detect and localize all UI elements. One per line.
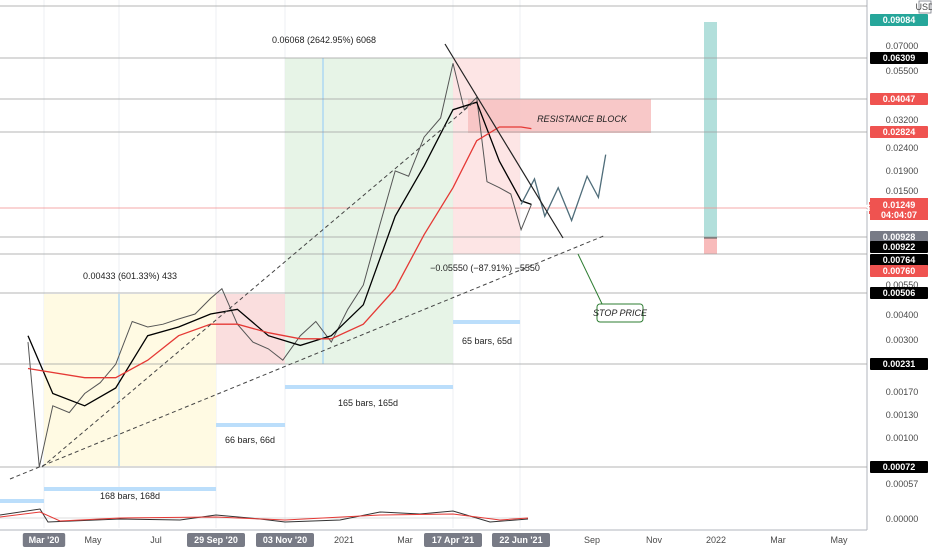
price-tick-label: 0.03200 [886, 115, 919, 125]
price-badge-label: 0.00760 [883, 266, 916, 276]
time-highlight-label: 17 Apr '21 [432, 535, 474, 545]
price-tick-label: 0.00400 [886, 310, 919, 320]
price-tick-label: 0.02400 [886, 143, 919, 153]
price-tick-label: 0.00170 [886, 387, 919, 397]
measure-label-3: 0.06068 (2642.95%) 6068 [272, 35, 376, 45]
rising-trendline [41, 101, 475, 468]
measure-bar-2 [216, 423, 285, 427]
price-badge [870, 254, 928, 266]
price-badge [870, 14, 928, 26]
measure-bars-2: 66 bars, 66d [225, 435, 275, 445]
measure-zone-4 [453, 58, 520, 254]
time-tick-label: Sep [584, 535, 600, 545]
measure-label-4: −0.05550 (−87.91%) −5550 [430, 263, 540, 273]
price-badge [870, 52, 928, 64]
currency-badge [918, 0, 932, 14]
price-badge-label: 0.00764 [883, 255, 916, 265]
price-badge-label: 0.02824 [883, 127, 916, 137]
measure-bar-3 [285, 385, 453, 389]
measure-label-1: 0.00433 (601.33%) 433 [83, 271, 177, 281]
indicator-signal-line [0, 511, 529, 522]
time-highlight-label: 22 Jun '21 [499, 535, 542, 545]
price-tick-label: 0.00000 [886, 514, 919, 524]
time-highlight-label: Mar '20 [29, 535, 60, 545]
time-tick-label: May [84, 535, 102, 545]
measure-zone-3 [285, 58, 453, 364]
series-line-1 [27, 101, 532, 407]
price-badge-label: 0.00922 [883, 242, 916, 252]
measure-bar-1 [44, 487, 216, 491]
price-badge [870, 265, 928, 277]
price-tick-label: 0.01500 [886, 186, 919, 196]
time-highlight-badge [22, 533, 66, 547]
price-badge [870, 93, 928, 105]
price-badge-label: 0.00928 [883, 232, 916, 242]
time-highlight-label: 29 Sep '20 [194, 535, 238, 545]
position-profit-zone [704, 22, 717, 238]
measure-bar-4 [453, 320, 520, 324]
measure-bars-3: 165 bars, 165d [338, 398, 398, 408]
price-tick-label: 0.01900 [886, 166, 919, 176]
measure-bar-0 [0, 499, 44, 503]
stop-price-label: STOP PRICE [593, 308, 648, 318]
series-line-0 [27, 63, 532, 468]
descending-trendline [444, 43, 564, 239]
countdown-label: 04:04:07 [881, 210, 917, 220]
time-highlight-label: 03 Nov '20 [263, 535, 307, 545]
price-badge [870, 126, 928, 138]
price-badge-label: 0.09084 [883, 15, 916, 25]
price-tick-label: 0.00550 [886, 280, 919, 290]
measure-bars-1: 168 bars, 168d [100, 491, 160, 501]
price-badge [870, 231, 928, 243]
price-tick-label: 0.00100 [886, 433, 919, 443]
price-tick-label: 0.00057 [886, 479, 919, 489]
price-badge-label: 0.06309 [883, 53, 916, 63]
price-badge [870, 358, 928, 370]
time-tick-label: 2022 [706, 535, 726, 545]
position-loss-zone [704, 238, 717, 254]
price-badge [870, 287, 928, 299]
time-tick-label: Mar [770, 535, 786, 545]
current-price-label: 0.01249 [883, 200, 916, 210]
stop-price-box [596, 303, 644, 323]
time-highlight-badge [492, 533, 550, 547]
time-highlight-badge [424, 533, 482, 547]
price-badge-label: 0.00072 [883, 462, 916, 472]
price-tick-label: 0.07000 [886, 41, 919, 51]
time-tick-label: Mar [397, 535, 413, 545]
time-tick-label: Nov [646, 535, 663, 545]
price-tick-label: 0.00300 [886, 335, 919, 345]
time-tick-label: May [830, 535, 848, 545]
current-price-badge [870, 198, 928, 220]
measure-zone-1 [44, 294, 216, 466]
time-highlight-badge [256, 533, 314, 547]
series-line-2 [27, 126, 532, 379]
price-badge [870, 241, 928, 253]
price-badge-label: 0.04047 [883, 94, 916, 104]
measure-bars-4: 65 bars, 65d [462, 336, 512, 346]
resistance-block-label: RESISTANCE BLOCK [537, 114, 628, 124]
stop-price-pointer [577, 253, 605, 309]
price-badge-label: 0.00231 [883, 359, 916, 369]
currency-label: USD [915, 2, 932, 12]
series-line-3 [520, 154, 607, 223]
time-tick-label: Jul [150, 535, 162, 545]
time-highlight-badge [187, 533, 245, 547]
support-trendline [9, 234, 607, 480]
price-badge [870, 461, 928, 473]
price-badge-label: 0.00506 [883, 288, 916, 298]
price-tick-label: 0.05500 [886, 66, 919, 76]
time-tick-label: 2021 [334, 535, 354, 545]
price-tick-label: 0.00130 [886, 410, 919, 420]
